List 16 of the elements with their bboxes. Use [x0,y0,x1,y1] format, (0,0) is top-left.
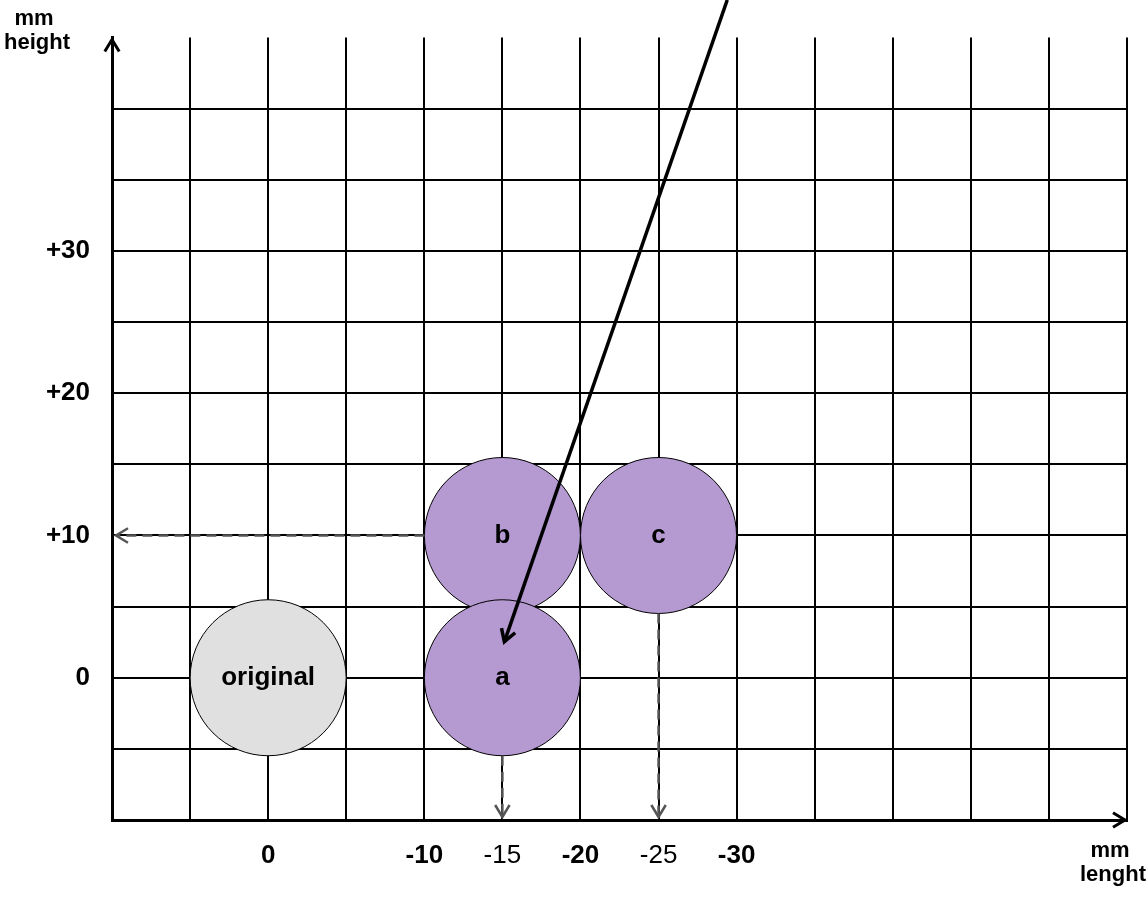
x-tick-label: 0 [260,838,276,869]
x-tick-label: -20 [561,838,600,869]
legend-label: a [495,660,511,691]
x-tick-label: -10 [405,838,444,869]
y-tick-label: +10 [45,518,90,549]
y-axis-title: mm height [4,5,70,55]
x-axis-title: mm lenght [1080,837,1146,887]
series-label: b [494,518,511,549]
x-tick-label: -15 [483,838,522,869]
series-label: c [651,518,666,549]
x-tick-label: -25 [639,838,678,869]
series-label: original [221,660,316,691]
y-tick-label: +20 [45,376,90,407]
y-tick-label: +30 [45,234,90,265]
x-tick-label: -30 [717,838,756,869]
y-tick-label: 0 [75,660,90,691]
